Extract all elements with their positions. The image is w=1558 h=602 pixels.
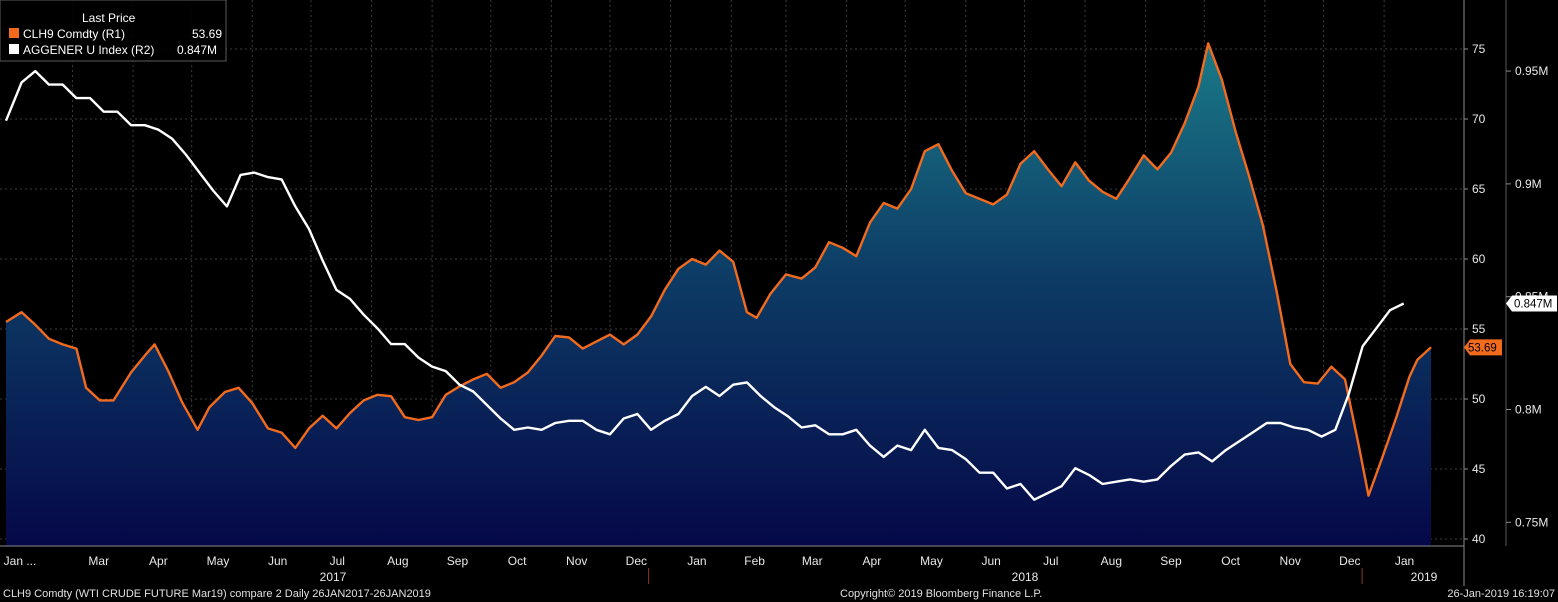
r1-tick-label: 55 (1472, 322, 1486, 336)
r1-tick-label: 40 (1472, 532, 1486, 546)
legend-box (0, 0, 227, 62)
x-year-label: 2017 (320, 570, 347, 584)
r1-tick-label: 45 (1472, 462, 1486, 476)
x-month-label: Apr (149, 554, 168, 568)
x-month-label: Dec (626, 554, 647, 568)
r2-tick-label: 0.75M (1515, 515, 1548, 529)
r1-tick-label: 65 (1472, 182, 1486, 196)
r2-tick-label: 0.9M (1515, 177, 1542, 191)
x-month-label: Sep (447, 554, 469, 568)
clh9-line (5, 42, 1432, 497)
x-month-label: Feb (744, 554, 765, 568)
x-month-label: Mar (802, 554, 823, 568)
legend-label-clh9: CLH9 Comdty (R1) (23, 27, 125, 41)
x-month-label: Aug (387, 554, 408, 568)
area-series (6, 43, 1431, 546)
legend-value-aggener: 0.847M (177, 43, 217, 57)
aggener-last-value-tag (1506, 295, 1557, 312)
footer-copyright: Copyright© 2019 Bloomberg Finance L.P. (840, 588, 1042, 600)
x-month-label: Jan (687, 554, 706, 568)
x-month-label: Jun (268, 554, 287, 568)
x-year-label: 2018 (1012, 570, 1039, 584)
r2-tick-label: 0.95M (1515, 64, 1548, 78)
x-month-label: Oct (1221, 554, 1240, 568)
clh9-last-value-tag (1464, 339, 1502, 356)
x-month-label: Jun (981, 554, 1000, 568)
x-month-label: Jul (1043, 554, 1058, 568)
legend-swatch-aggener (9, 44, 19, 54)
clh9-area-fill (6, 43, 1431, 546)
aggener-line (4, 69, 1405, 501)
x-month-label: Jan ... (4, 554, 37, 568)
legend-label-aggener: AGGENER U Index (R2) (23, 43, 154, 57)
r1-tick-label: 60 (1472, 252, 1486, 266)
x-month-label: Aug (1101, 554, 1122, 568)
legend-swatch-clh9 (9, 28, 19, 38)
footer: CLH9 Comdty (WTI CRUDE FUTURE Mar19) com… (3, 588, 1555, 600)
x-month-label: May (207, 554, 230, 568)
footer-description: CLH9 Comdty (WTI CRUDE FUTURE Mar19) com… (3, 588, 431, 600)
x-month-label: Mar (88, 554, 109, 568)
clh9-last-value-text: 53.69 (1468, 342, 1497, 354)
aggener-last-value-text: 0.847M (1514, 298, 1552, 310)
value-tags: 53.69 0.847M (1464, 295, 1557, 356)
x-month-label: Nov (566, 554, 587, 568)
r1-tick-label: 50 (1472, 392, 1486, 406)
x-year-label: 2019 (1411, 570, 1438, 584)
r1-tick-label: 70 (1472, 112, 1486, 126)
x-month-label: Oct (508, 554, 527, 568)
x-month-label: Apr (863, 554, 882, 568)
x-month-label: Jul (330, 554, 345, 568)
footer-timestamp: 26-Jan-2019 16:19:07 (1447, 588, 1555, 600)
r1-tick-label: 75 (1472, 42, 1486, 56)
r2-tick-label: 0.8M (1515, 403, 1542, 417)
x-month-label: Jan (1395, 554, 1414, 568)
legend-title: Last Price (82, 11, 136, 25)
axes: 40455055606570750.75M0.8M0.85M0.9M0.95MJ… (0, 0, 1548, 586)
line-series (4, 42, 1432, 501)
legend: Last Price CLH9 Comdty (R1) 53.69 AGGENE… (0, 0, 227, 62)
x-month-label: May (920, 554, 943, 568)
x-month-label: Dec (1339, 554, 1360, 568)
x-month-label: Sep (1160, 554, 1182, 568)
x-month-label: Nov (1280, 554, 1301, 568)
legend-value-clh9: 53.69 (192, 27, 222, 41)
